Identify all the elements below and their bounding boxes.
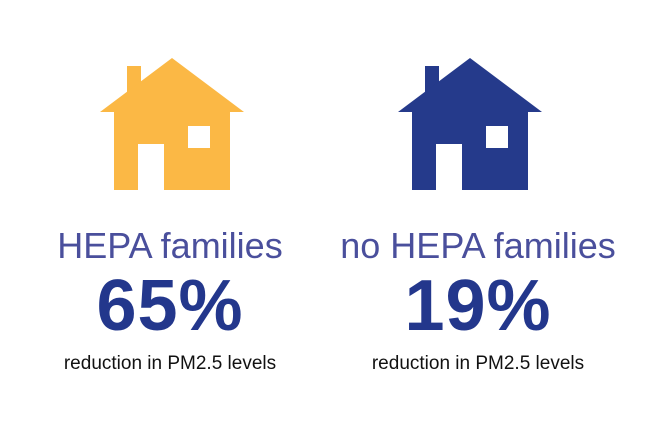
reduction-value: 19% (404, 266, 552, 346)
reduction-caption: reduction in PM2.5 levels (371, 353, 585, 374)
group-label: HEPA families (57, 225, 283, 266)
house-roof (398, 58, 542, 190)
house-window (188, 126, 210, 148)
house-icon (100, 58, 244, 190)
reduction-value: 65% (96, 266, 244, 346)
house-icon (398, 58, 542, 190)
group-label: no HEPA families (340, 225, 616, 266)
reduction-caption: reduction in PM2.5 levels (63, 353, 277, 374)
no-hepa-families-panel: no HEPA families 19% reduction in PM2.5 … (324, 0, 648, 432)
house-window (486, 126, 508, 148)
hepa-families-panel: HEPA families 65% reduction in PM2.5 lev… (57, 58, 283, 374)
house-roof (100, 58, 244, 190)
